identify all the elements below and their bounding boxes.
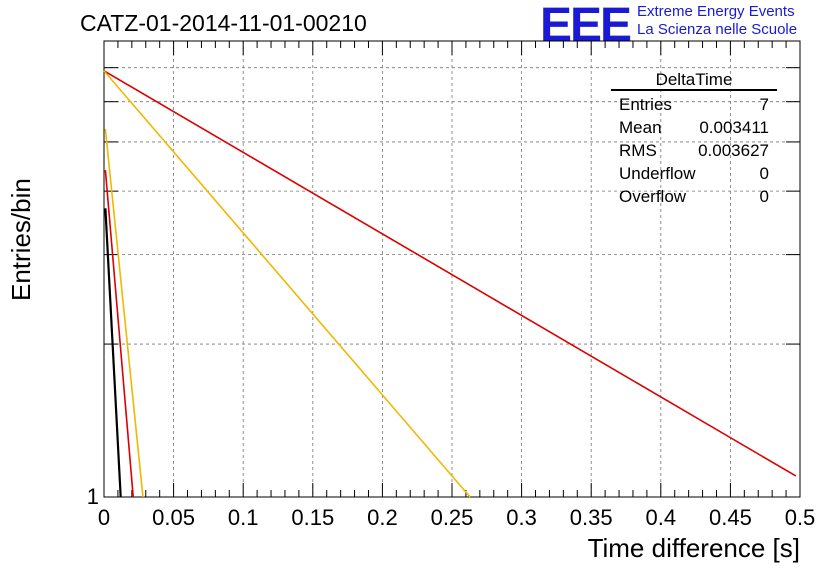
stats-label: Overflow xyxy=(619,187,687,206)
x-tick-label: 0.25 xyxy=(431,505,474,530)
stats-label: RMS xyxy=(619,141,657,160)
x-tick-label: 0.35 xyxy=(570,505,613,530)
x-tick-label: 0.15 xyxy=(291,505,334,530)
x-tick-label: 0.3 xyxy=(506,505,537,530)
stats-label: Underflow xyxy=(619,164,696,183)
series-line-3 xyxy=(104,128,144,498)
x-tick-label: 0 xyxy=(98,505,110,530)
series-line-4 xyxy=(104,170,135,498)
x-tick-label: 0.1 xyxy=(228,505,259,530)
logo-line-1: Extreme Energy Events xyxy=(637,3,795,20)
stats-label: Mean xyxy=(619,118,662,137)
series-line-5 xyxy=(104,208,122,498)
x-tick-label: 0.5 xyxy=(785,505,816,530)
stats-value: 0 xyxy=(760,187,769,206)
series-line-2 xyxy=(103,70,471,498)
eee-logo-text: Extreme Energy Events La Scienza nelle S… xyxy=(637,3,797,39)
x-tick-label: 0.4 xyxy=(646,505,677,530)
stats-label: Entries xyxy=(619,95,672,114)
stats-value: 0.003411 xyxy=(699,118,769,137)
logo-line-2: La Scienza nelle Scuole xyxy=(637,21,798,38)
x-tick-label: 0.05 xyxy=(152,505,195,530)
x-axis-label: Time difference [s] xyxy=(587,533,800,563)
stats-rule xyxy=(611,89,777,91)
y-tick-label: 1 xyxy=(87,484,99,509)
series-line-1 xyxy=(103,70,797,477)
chart-title: CATZ-01-2014-11-01-00210 xyxy=(80,10,367,36)
stats-value: 0 xyxy=(760,164,769,183)
stats-value: 7 xyxy=(760,95,769,114)
stats-value: 0.003627 xyxy=(698,141,769,160)
x-tick-label: 0.2 xyxy=(367,505,398,530)
y-axis-label: Entries/bin xyxy=(6,178,36,301)
stats-title: DeltaTime xyxy=(656,70,733,89)
x-tick-label: 0.45 xyxy=(709,505,752,530)
